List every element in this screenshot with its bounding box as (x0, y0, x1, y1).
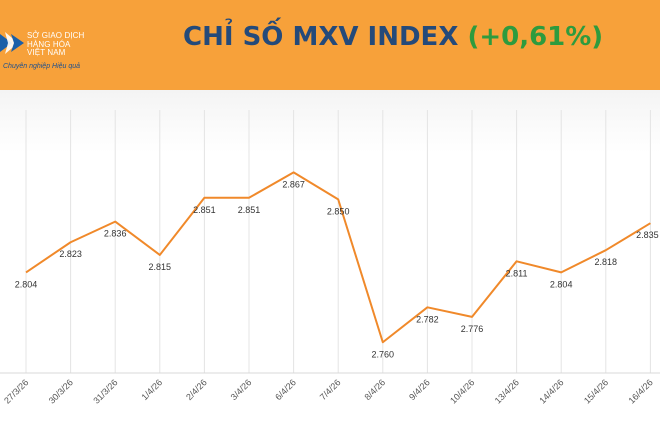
logo-line: VIỆT NAM (27, 48, 66, 57)
data-label: 2.804 (550, 279, 573, 289)
page-title: CHỈ SỐ MXV INDEX (+0,61%) (183, 22, 603, 52)
logo-text: SỞ GIAO DỊCH HÀNG HÓA VIỆT NAM (27, 31, 85, 58)
x-tick-label: 10/4/26 (448, 377, 476, 405)
x-tick-label: 3/4/26 (229, 377, 254, 402)
x-tick-label: 27/3/26 (2, 377, 30, 405)
logo-icon (0, 32, 24, 54)
data-label: 2.782 (416, 314, 439, 324)
x-tick-label: 30/3/26 (47, 377, 75, 405)
x-tick-label: 8/4/26 (362, 377, 387, 402)
data-label: 2.818 (595, 257, 618, 267)
x-tick-label: 2/4/26 (184, 377, 209, 402)
data-label: 2.835 (636, 230, 659, 240)
x-tick-label: 9/4/26 (407, 377, 432, 402)
x-tick-label: 1/4/26 (139, 377, 164, 402)
chart-area: 2.804 2.823 2.836 2.815 2.851 2.851 2.867 2.850… (0, 90, 660, 440)
logo-line: SỞ GIAO DỊCH (27, 31, 85, 40)
line-chart: 2.804 2.823 2.836 2.815 2.851 2.851 2.867 2.850… (0, 110, 660, 406)
data-label: 2.836 (104, 229, 127, 239)
data-label: 2.760 (372, 349, 395, 359)
series-line (25, 171, 651, 344)
data-label: 2.804 (15, 279, 38, 289)
x-tick-label: 7/4/26 (318, 377, 343, 402)
x-tick-label: 6/4/26 (273, 377, 298, 402)
data-label: 2.811 (506, 268, 528, 278)
x-tick-label: 14/4/26 (537, 377, 565, 405)
data-label: 2.851 (238, 205, 261, 215)
slogan: Chuyên nghiệp Hiệu quả (3, 63, 81, 70)
x-tick-label: 31/3/26 (91, 377, 119, 405)
x-tick-label: 13/4/26 (493, 377, 521, 405)
title-main: CHỈ SỐ MXV INDEX (183, 22, 459, 52)
data-label: 2.867 (282, 179, 305, 189)
data-label: 2.823 (59, 249, 82, 259)
logo-line: HÀNG HÓA (27, 39, 71, 49)
data-label: 2.850 (327, 206, 350, 216)
data-label: 2.776 (461, 324, 484, 334)
title-change: (+0,61%) (467, 22, 604, 52)
x-tick-label: 16/4/26 (627, 377, 655, 405)
header-banner: SỞ GIAO DỊCH HÀNG HÓA VIỆT NAM Chuyên ng… (0, 0, 660, 90)
x-tick-label: 15/4/26 (582, 377, 610, 405)
data-label: 2.815 (149, 262, 172, 272)
data-label: 2.851 (193, 205, 216, 215)
